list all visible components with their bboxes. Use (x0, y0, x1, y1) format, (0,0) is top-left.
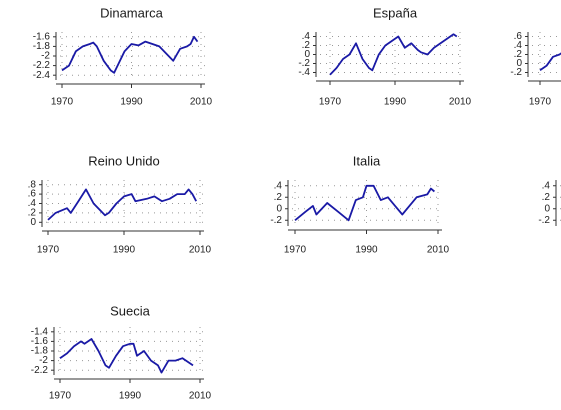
panel-title: Reino Unido (88, 153, 160, 168)
panel-title: Italia (353, 153, 381, 168)
data-line (539, 52, 561, 72)
x-tick-label: 2010 (189, 391, 212, 402)
x-tick-label: 1990 (384, 97, 407, 108)
x-tick-label: 1990 (119, 391, 142, 402)
y-tick-label: -.2 (298, 58, 310, 69)
panel-title: Suecia (110, 303, 151, 318)
y-tick-label: -2 (41, 51, 50, 62)
y-tick-label: -1.8 (33, 41, 51, 52)
x-tick-label: 2010 (190, 97, 213, 108)
y-tick-label: -.4 (298, 67, 310, 78)
y-tick-label: 0 (30, 217, 36, 228)
x-tick-label: 1990 (355, 245, 378, 256)
panel-title: España (373, 5, 418, 20)
y-tick-label: .2 (28, 208, 37, 219)
y-tick-label: -.2 (538, 215, 550, 226)
y-tick-label: .4 (274, 180, 283, 191)
x-tick-label: 2010 (427, 245, 450, 256)
y-tick-label: 0 (276, 203, 282, 214)
y-tick-label: 0 (304, 49, 310, 60)
x-tick-label: 1970 (319, 97, 342, 108)
y-tick-label: .2 (514, 49, 523, 60)
y-tick-label: .4 (28, 198, 37, 209)
y-tick-label: .4 (302, 31, 311, 42)
x-tick-label: 1970 (51, 97, 74, 108)
y-tick-label: -2.4 (33, 70, 51, 81)
y-tick-label: .6 (514, 31, 523, 42)
x-tick-label: 2010 (449, 97, 472, 108)
y-tick-label: .4 (514, 40, 523, 51)
x-tick-label: 1970 (49, 391, 72, 402)
x-tick-label: 1970 (529, 97, 552, 108)
panel-title: Dinamarca (100, 5, 164, 20)
y-tick-label: .4 (542, 180, 551, 191)
data-line (294, 184, 435, 222)
y-tick-label: .2 (542, 192, 551, 203)
y-tick-label: -2.2 (33, 60, 51, 71)
y-tick-label: -1.8 (31, 346, 49, 357)
y-tick-label: -.2 (270, 215, 282, 226)
y-tick-label: .8 (28, 179, 37, 190)
y-tick-label: 0 (516, 58, 522, 69)
x-tick-label: 2010 (189, 245, 212, 256)
y-tick-label: -1.4 (31, 326, 49, 337)
y-tick-label: .2 (274, 192, 283, 203)
y-tick-label: .2 (302, 40, 311, 51)
x-tick-label: 1970 (37, 245, 60, 256)
data-line (47, 188, 197, 221)
y-tick-label: -.2 (510, 67, 522, 78)
data-line (61, 35, 199, 74)
x-tick-label: 1990 (113, 245, 136, 256)
y-tick-label: 0 (544, 203, 550, 214)
y-tick-label: .6 (28, 189, 37, 200)
data-line (329, 33, 458, 76)
data-line (59, 338, 194, 374)
y-tick-label: -2.2 (31, 365, 49, 376)
x-tick-label: 1970 (284, 245, 307, 256)
x-tick-label: 1990 (120, 97, 143, 108)
y-tick-label: -2 (39, 355, 48, 366)
y-tick-label: -1.6 (31, 336, 49, 347)
y-tick-label: -1.6 (33, 31, 51, 42)
